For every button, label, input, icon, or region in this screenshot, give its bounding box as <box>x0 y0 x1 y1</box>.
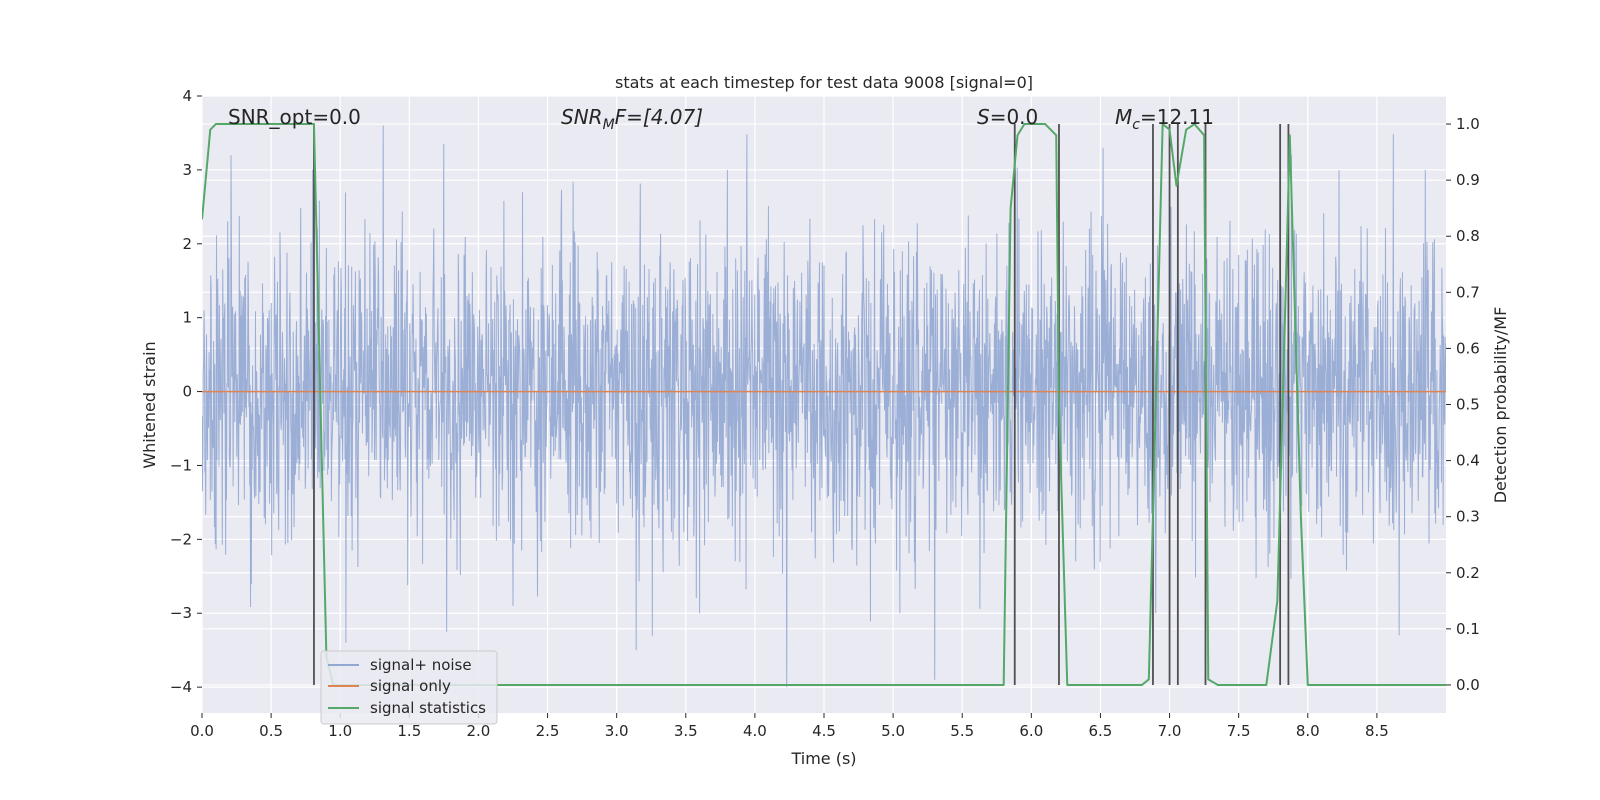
legend-box <box>320 650 498 725</box>
x-tick-label-7: 3.5 <box>674 722 698 740</box>
annotation-snr-mf-rest: F=[4.07] <box>615 105 703 129</box>
legend-label-signal-statistics: signal statistics <box>370 699 486 717</box>
y-tick-label-8: −4 <box>170 678 192 696</box>
x-tick-label-13: 6.5 <box>1089 722 1113 740</box>
annotation-snr-opt: SNR_opt=0.0 <box>228 105 361 129</box>
y2-tick-label-6: 0.4 <box>1456 452 1480 470</box>
y2-tick-label-8: 0.2 <box>1456 564 1480 582</box>
y2-tick-label-10: 0.0 <box>1456 676 1480 694</box>
x-tick-label-8: 4.0 <box>743 722 767 740</box>
x-tick-label-14: 7.0 <box>1158 722 1182 740</box>
x-tick-label-4: 2.0 <box>467 722 491 740</box>
annotation-mc-value: =12.11 <box>1140 105 1214 129</box>
annotation-s-symbol: S <box>977 105 990 129</box>
x-axis-ticks: 0.0 0.5 1.0 1.5 2.0 2.5 3.0 3.5 4.0 4.5 5.0 5.5 6.0 6… <box>190 713 1389 740</box>
y2-tick-label-9: 0.1 <box>1456 620 1480 638</box>
legend-label-signal-noise: signal+ noise <box>370 656 472 674</box>
y2-tick-label-2: 0.8 <box>1456 227 1480 245</box>
y-tick-label-3: 1 <box>182 309 192 327</box>
x-tick-label-10: 5.0 <box>881 722 905 740</box>
plot-clip-group <box>202 123 1446 688</box>
detection-vertical-markers <box>313 124 1290 685</box>
x-tick-label-3: 1.5 <box>397 722 421 740</box>
y-axis-ticks: 4 3 2 1 0 −1 −2 −3 −4 <box>170 87 202 696</box>
annotation-s: S=0.0 <box>977 105 1038 129</box>
y-tick-label-6: −2 <box>170 530 192 548</box>
x-tick-label-5: 2.5 <box>536 722 560 740</box>
x-tick-label-2: 1.0 <box>328 722 352 740</box>
series-signal-statistics-line <box>202 123 1446 686</box>
y2-axis-ticks: 1.0 0.9 0.8 0.7 0.6 0.5 0.4 0.3 0.2 0.1 0.0 <box>1446 115 1480 694</box>
x-tick-label-16: 8.0 <box>1296 722 1320 740</box>
y-tick-label-2: 2 <box>182 235 192 253</box>
y2-tick-label-1: 0.9 <box>1456 171 1480 189</box>
legend: signal+ noise signal only signal statist… <box>320 650 498 725</box>
y2-tick-label-4: 0.6 <box>1456 339 1480 357</box>
annotation-s-value: =0.0 <box>990 105 1039 129</box>
y2-tick-label-5: 0.5 <box>1456 396 1480 414</box>
annotation-snr-mf-symbol: SNR <box>561 105 603 129</box>
x-tick-label-11: 5.5 <box>950 722 974 740</box>
x-tick-label-0: 0.0 <box>190 722 214 740</box>
y-tick-label-1: 3 <box>182 161 192 179</box>
annotation-mc: Mc=12.11 <box>1115 105 1214 133</box>
y-tick-label-4: 0 <box>182 383 192 401</box>
x-tick-label-17: 8.5 <box>1365 722 1389 740</box>
annotation-snr-mf: SNRMF=[4.07] <box>561 105 703 133</box>
x-tick-label-12: 6.0 <box>1019 722 1043 740</box>
y2-tick-label-0: 1.0 <box>1456 115 1480 133</box>
annotation-mc-symbol: M <box>1115 105 1132 129</box>
y-tick-label-5: −1 <box>170 456 192 474</box>
chart-title: stats at each timestep for test data 900… <box>615 73 1033 92</box>
y2-tick-label-3: 0.7 <box>1456 283 1480 301</box>
x-tick-label-6: 3.0 <box>605 722 629 740</box>
annotation-mc-sub: c <box>1132 117 1140 133</box>
y2-tick-label-7: 0.3 <box>1456 508 1480 526</box>
y-tick-label-0: 4 <box>182 87 192 105</box>
x-tick-label-1: 0.5 <box>259 722 283 740</box>
x-tick-label-9: 4.5 <box>812 722 836 740</box>
x-axis-label: Time (s) <box>790 749 856 768</box>
annotation-snr-mf-sub: M <box>603 117 615 133</box>
legend-label-signal-only: signal only <box>370 677 451 695</box>
y2-axis-label: Detection probability/MF <box>1491 307 1510 504</box>
x-tick-label-15: 7.5 <box>1227 722 1251 740</box>
y-axis-label: Whitened strain <box>140 341 159 468</box>
y-tick-label-7: −3 <box>170 604 192 622</box>
series-signal-noise-line <box>202 125 1446 688</box>
